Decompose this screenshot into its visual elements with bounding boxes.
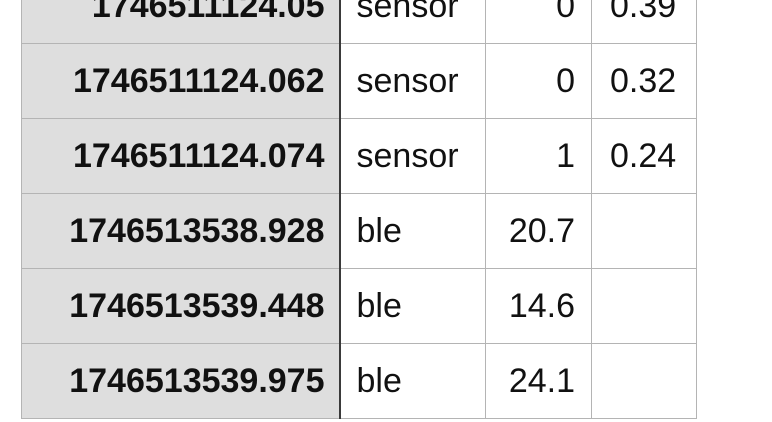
type-cell[interactable]: ble <box>339 343 486 419</box>
table-row[interactable]: 1746511124.05 sensor 0 0.39 <box>21 0 697 44</box>
value2-cell[interactable] <box>591 268 697 344</box>
timestamp-cell[interactable]: 1746513539.975 <box>21 343 341 419</box>
value1-cell[interactable]: 24.1 <box>485 343 592 419</box>
value1-cell[interactable]: 0 <box>485 0 592 44</box>
type-cell[interactable]: ble <box>339 268 486 344</box>
type-cell[interactable]: sensor <box>339 0 486 44</box>
timestamp-cell[interactable]: 1746511124.05 <box>21 0 341 44</box>
table-row[interactable]: 1746513539.975 ble 24.1 <box>21 343 697 419</box>
timestamp-cell[interactable]: 1746511124.062 <box>21 43 341 119</box>
value2-cell[interactable]: 0.32 <box>591 43 697 119</box>
value1-cell[interactable]: 1 <box>485 118 592 194</box>
value1-cell[interactable]: 20.7 <box>485 193 592 269</box>
type-cell[interactable]: sensor <box>339 43 486 119</box>
type-cell[interactable]: sensor <box>339 118 486 194</box>
value2-cell[interactable] <box>591 193 697 269</box>
value1-cell[interactable]: 14.6 <box>485 268 592 344</box>
timestamp-cell[interactable]: 1746511124.074 <box>21 118 341 194</box>
table-row[interactable]: 1746513539.448 ble 14.6 <box>21 268 697 344</box>
timestamp-cell[interactable]: 1746513538.928 <box>21 193 341 269</box>
value2-cell[interactable]: 0.24 <box>591 118 697 194</box>
value2-cell[interactable] <box>591 343 697 419</box>
value1-cell[interactable]: 0 <box>485 43 592 119</box>
table-row[interactable]: 1746511124.074 sensor 1 0.24 <box>21 118 697 194</box>
table-row[interactable]: 1746511124.062 sensor 0 0.32 <box>21 43 697 119</box>
value2-cell[interactable]: 0.39 <box>591 0 697 44</box>
timestamp-cell[interactable]: 1746513539.448 <box>21 268 341 344</box>
table-row[interactable]: 1746513538.928 ble 20.7 <box>21 193 697 269</box>
type-cell[interactable]: ble <box>339 193 486 269</box>
data-table: 1746511124.05 sensor 0 0.39 1746511124.0… <box>21 0 697 419</box>
